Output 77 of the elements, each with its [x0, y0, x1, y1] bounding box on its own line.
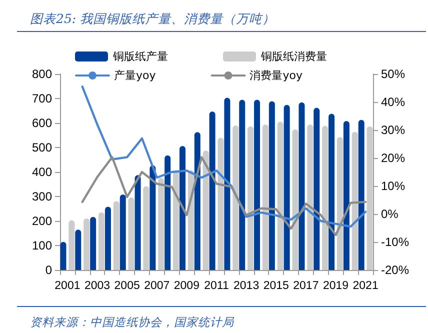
y-tick-label: 300 — [32, 190, 52, 204]
bar — [298, 102, 305, 270]
bar — [277, 122, 284, 270]
y-tick-label: 100 — [32, 238, 52, 252]
bar — [239, 100, 246, 270]
y-tick-label: 0 — [45, 263, 52, 277]
bar — [262, 124, 268, 270]
bar — [104, 206, 111, 270]
bar — [75, 230, 82, 270]
bar — [248, 126, 254, 270]
bar — [134, 175, 141, 270]
bar — [343, 121, 350, 270]
bar — [307, 124, 314, 270]
bar — [158, 178, 164, 270]
bar — [254, 100, 260, 270]
bar — [328, 114, 335, 270]
bar — [194, 132, 200, 270]
y2-tick-label: 20% — [381, 151, 406, 165]
y-tick-label: 500 — [32, 140, 52, 154]
legend-label: 铜版纸消费量 — [260, 50, 327, 63]
line-series — [81, 86, 367, 228]
bar — [113, 201, 120, 270]
bar — [232, 125, 239, 270]
chart-title: 图表25: 我国铜版纸产量、消费量（万吨） — [30, 11, 276, 26]
bar — [90, 216, 96, 270]
y-tick-label: 200 — [32, 214, 52, 228]
legend-label: 消费量yoy — [250, 69, 303, 82]
bar — [268, 101, 275, 270]
bar — [224, 98, 230, 270]
bar — [98, 212, 104, 270]
bar — [218, 138, 224, 270]
bar — [284, 104, 290, 270]
x-tick-label: 2003 — [84, 280, 110, 292]
bar — [172, 170, 179, 270]
x-tick-label: 2007 — [144, 280, 170, 292]
y2-tick-label: -10% — [381, 235, 410, 249]
y-tick-label: 600 — [32, 116, 52, 130]
x-tick-label: 2017 — [293, 280, 319, 292]
y-tick-label: 400 — [32, 165, 52, 179]
x-tick-label: 2015 — [263, 280, 289, 292]
bar — [322, 126, 328, 270]
bar — [202, 150, 209, 270]
y2-tick-label: 50% — [381, 67, 406, 81]
x-tick-label: 2001 — [54, 280, 80, 292]
x-tick-label: 2019 — [322, 280, 349, 292]
bar — [292, 129, 298, 270]
bar — [209, 111, 216, 270]
line-series — [81, 156, 367, 236]
bar — [150, 165, 156, 270]
bar — [60, 242, 66, 270]
x-tick-label: 2005 — [114, 280, 140, 292]
bar — [68, 220, 75, 270]
y2-tick-label: 40% — [381, 95, 406, 109]
bar — [179, 146, 186, 270]
bar — [336, 136, 343, 270]
bar — [164, 155, 171, 270]
bar — [84, 218, 90, 270]
x-tick-label: 2013 — [234, 280, 260, 292]
y-tick-label: 700 — [32, 92, 52, 106]
y2-tick-label: 30% — [381, 123, 406, 137]
x-tick-label: 2009 — [174, 280, 200, 292]
legend-label: 产量yoy — [114, 69, 156, 82]
bar — [314, 108, 320, 270]
y-tick-label: 800 — [32, 67, 52, 81]
bar — [143, 186, 150, 270]
x-tick-label: 2021 — [352, 280, 378, 292]
x-tick-label: 2011 — [204, 280, 229, 292]
bar — [352, 132, 358, 270]
legend-label: 铜版纸产量 — [112, 50, 168, 63]
y2-tick-label: 0% — [381, 207, 399, 221]
bar — [128, 197, 134, 270]
bar — [366, 126, 373, 270]
bar — [358, 120, 364, 270]
y2-tick-label: -20% — [381, 263, 410, 277]
bar — [120, 194, 126, 270]
y2-tick-label: 10% — [381, 179, 406, 193]
text: 资料来源：中国造纸协会，国家统计局 — [30, 315, 235, 329]
